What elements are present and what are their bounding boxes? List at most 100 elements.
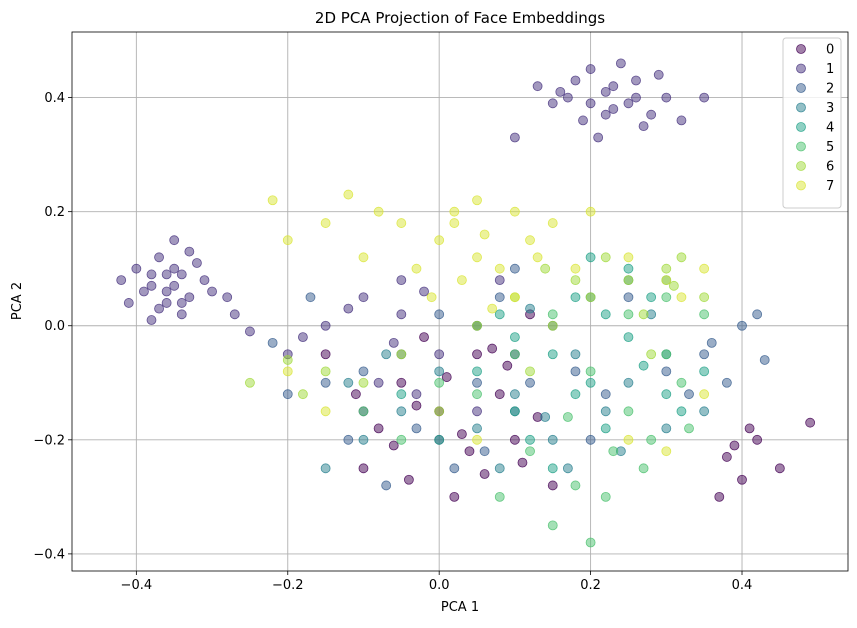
data-point [282, 355, 293, 365]
data-point [358, 377, 369, 388]
legend-label: 1 [826, 62, 834, 77]
data-point [426, 292, 437, 303]
legend-marker [796, 44, 806, 54]
data-point [434, 377, 445, 388]
data-point [472, 195, 482, 206]
data-point [381, 480, 392, 491]
data-point [638, 121, 649, 132]
data-point [547, 309, 558, 320]
data-point [509, 292, 520, 303]
data-point [396, 275, 407, 286]
data-point [600, 423, 611, 434]
data-point [623, 406, 634, 417]
data-point [600, 252, 611, 263]
data-point [699, 292, 710, 303]
data-point [661, 92, 672, 103]
data-point [623, 292, 634, 303]
y-axis-label: PCA 2 [10, 282, 25, 320]
data-point [752, 309, 763, 320]
data-point [131, 263, 142, 274]
data-point [494, 309, 505, 320]
data-point [169, 235, 180, 246]
data-point [358, 434, 369, 445]
legend-label: 6 [826, 160, 834, 175]
data-point [320, 377, 331, 388]
data-point [320, 406, 331, 417]
data-point [525, 366, 535, 377]
data-point [373, 377, 384, 388]
data-point [631, 92, 641, 103]
chart-title: 2D PCA Projection of Face Embeddings [315, 9, 605, 27]
data-point [699, 92, 710, 103]
data-point [699, 263, 710, 274]
data-point [646, 109, 657, 120]
legend-marker [796, 63, 806, 74]
data-point [774, 463, 785, 474]
data-point [305, 292, 316, 303]
data-point [509, 132, 520, 143]
data-point [706, 337, 717, 348]
data-point [661, 349, 672, 360]
data-point [298, 389, 308, 400]
data-point [684, 423, 694, 434]
data-point [472, 389, 482, 400]
data-point [222, 292, 233, 303]
data-point [434, 235, 445, 246]
data-point [479, 469, 490, 479]
data-point [494, 389, 505, 400]
data-point [699, 366, 710, 377]
data-point [358, 252, 369, 263]
data-point [434, 309, 445, 320]
data-point [373, 423, 384, 434]
data-point [600, 309, 611, 320]
data-point [472, 349, 482, 360]
data-point [593, 132, 604, 143]
plot-frame [71, 31, 849, 572]
x-axis-label: PCA 1 [441, 600, 479, 615]
data-point [381, 349, 392, 360]
data-point [396, 218, 407, 228]
data-point [570, 75, 581, 86]
data-point [699, 389, 710, 400]
y-tick-label: 0.0 [44, 319, 65, 334]
data-point [623, 332, 634, 343]
data-point [509, 263, 520, 274]
data-point [282, 235, 293, 246]
data-point [351, 389, 361, 400]
data-point [668, 280, 679, 291]
data-point [472, 406, 482, 417]
data-point [631, 75, 641, 86]
data-point [547, 520, 558, 531]
data-point [540, 263, 551, 274]
data-point [388, 337, 399, 348]
data-point [562, 463, 573, 474]
data-point [676, 292, 687, 303]
data-point [396, 377, 407, 388]
data-point [358, 406, 369, 417]
data-point [600, 86, 611, 97]
data-point [472, 252, 482, 263]
data-point [661, 366, 672, 377]
data-point [358, 292, 369, 303]
data-point [570, 292, 581, 303]
data-point [161, 269, 172, 280]
data-point [411, 389, 422, 400]
data-point [154, 252, 164, 263]
data-point [570, 389, 581, 400]
data-point [721, 452, 732, 462]
data-point [441, 372, 452, 382]
legend-label: 2 [826, 82, 834, 97]
data-point [532, 81, 543, 92]
legend: 0 1 2 3 4 5 6 7 [782, 37, 842, 209]
legend-marker [796, 102, 806, 113]
data-point [525, 377, 535, 388]
data-point [472, 434, 482, 445]
data-point [585, 366, 596, 377]
data-point [578, 115, 588, 126]
data-point [562, 92, 573, 103]
data-point [570, 366, 581, 377]
data-point [532, 252, 543, 263]
series-6 [245, 252, 710, 417]
data-point [676, 252, 687, 263]
